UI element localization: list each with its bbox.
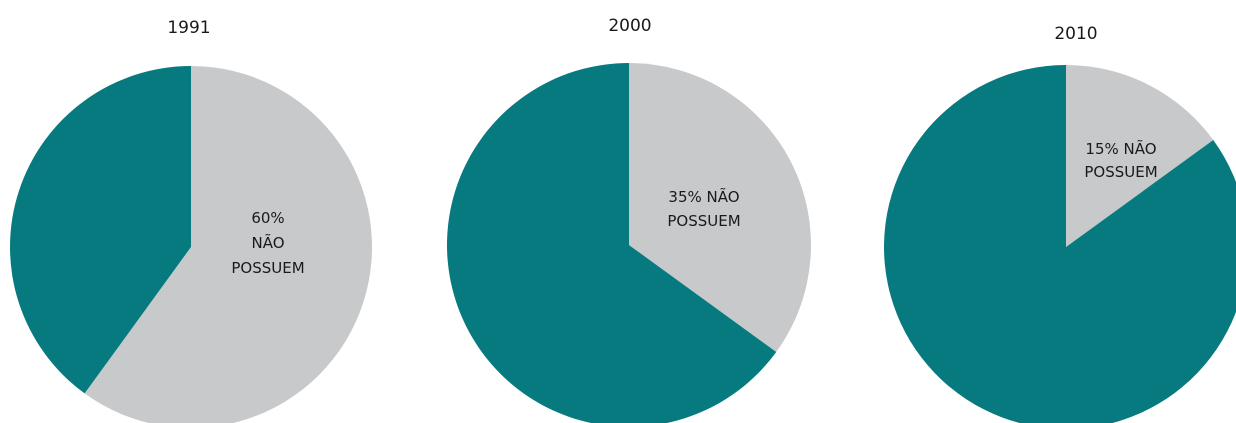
pie-slice-2010-1: [884, 65, 1236, 423]
slice-label-line: POSSUEM: [667, 212, 740, 230]
pie-title: 2000: [608, 16, 651, 36]
slice-label-line: 15% NÃO: [1085, 139, 1156, 158]
slice-label: 60% NÃO POSSUEM: [231, 209, 304, 277]
slice-label-line: POSSUEM: [1084, 163, 1157, 181]
slice-label: 35% NÃO POSSUEM: [667, 187, 740, 230]
pie-title: 1991: [167, 18, 210, 38]
pie-chart-1991: 1991 60% NÃO POSSUEM: [10, 18, 372, 423]
slice-label: 15% NÃO POSSUEM: [1084, 139, 1157, 181]
pie-slice-2010-0: [1066, 65, 1214, 247]
slice-label-line: NÃO: [251, 233, 284, 252]
pie-slice-1991-0: [84, 66, 372, 423]
pie-slice-2000-0: [629, 63, 811, 352]
slice-label-line: 60%: [251, 209, 284, 227]
pie-slice-1991-1: [10, 66, 191, 394]
pie-slice-2000-1: [447, 63, 777, 423]
pie-chart-2000: 2000 35% NÃO POSSUEM: [447, 16, 811, 423]
pie-title: 2010: [1054, 24, 1097, 44]
pie-chart-2010: 2010 15% NÃO POSSUEM: [884, 24, 1236, 423]
slice-label-line: 35% NÃO: [668, 187, 739, 206]
slice-label-line: POSSUEM: [231, 259, 304, 277]
